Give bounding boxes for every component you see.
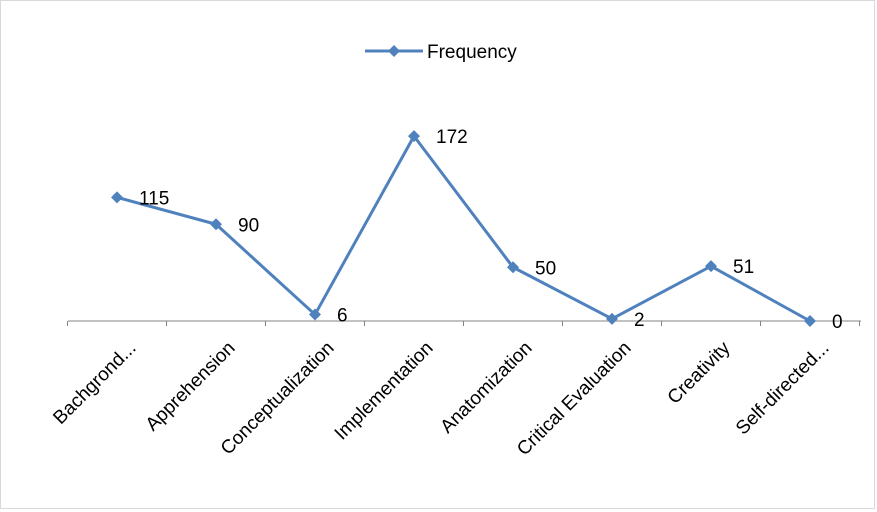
x-axis-labels: Bachgrond... ApprehensionConceptualizatio… [49, 337, 833, 460]
data-label: 51 [733, 257, 754, 278]
x-axis-category-label: Anatomization [437, 338, 537, 438]
x-axis-category-label: Self-directed... [732, 338, 833, 439]
x-axis-ticks [67, 321, 860, 326]
data-label: 2 [634, 310, 645, 331]
x-axis-category-label: Bachgrond... [49, 338, 140, 429]
data-label: 90 [238, 215, 259, 236]
data-point-marker [606, 312, 618, 325]
data-label: 6 [337, 306, 348, 327]
legend-diamond-marker [388, 45, 400, 57]
data-points [111, 130, 816, 327]
x-axis-category-label: Apprehension [142, 338, 240, 436]
data-label: 115 [139, 188, 169, 209]
data-point-marker [507, 261, 519, 274]
data-point-marker [309, 308, 321, 321]
data-point-marker [804, 315, 816, 327]
data-label: 172 [436, 127, 468, 148]
data-label: 0 [832, 312, 843, 333]
data-point-marker [210, 218, 222, 231]
x-axis-category-label: Implementation [331, 338, 438, 445]
legend: Frequency [365, 42, 517, 63]
data-label: 50 [535, 258, 556, 279]
data-labels: 115 90 6 172 50 2 51 0 [139, 127, 843, 333]
x-axis-category-label: Creativity [664, 337, 735, 408]
data-point-marker [705, 260, 717, 273]
series-line-frequency [116, 134, 811, 323]
data-point-marker [408, 130, 420, 143]
legend-label-frequency: Frequency [427, 42, 517, 63]
data-point-marker [111, 191, 123, 204]
